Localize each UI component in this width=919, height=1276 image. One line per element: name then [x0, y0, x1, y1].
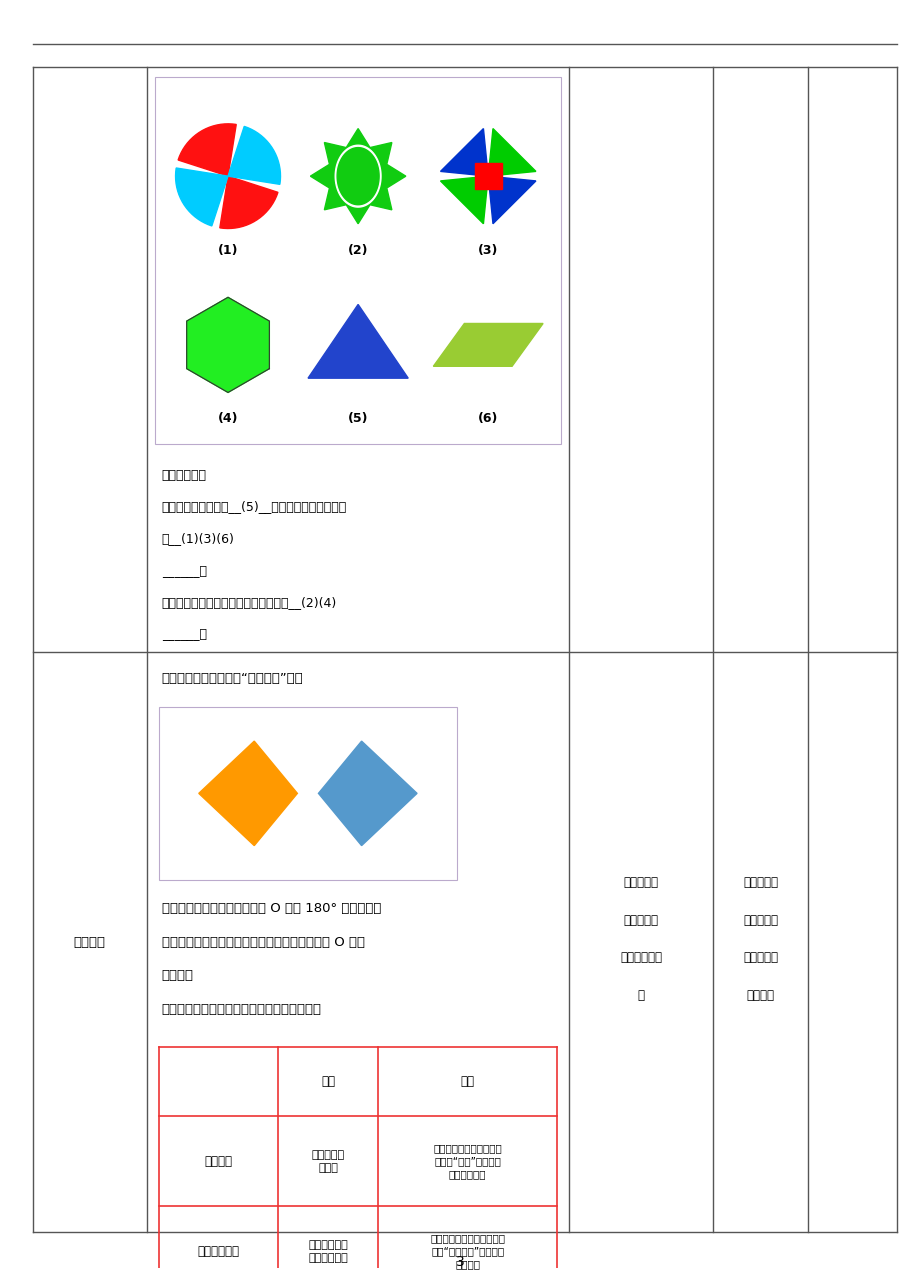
Text: 在平面内，如果一个图形绕点 O 旋转 180° 后，能够和: 在平面内，如果一个图形绕点 O 旋转 180° 后，能够和 — [162, 902, 380, 915]
Text: 另一个图形互相重合，那么称这两个图形关于点 O 成中: 另一个图形互相重合，那么称这两个图形关于点 O 成中 — [162, 935, 365, 948]
Polygon shape — [310, 129, 405, 223]
Text: 心对称。: 心对称。 — [162, 970, 194, 983]
Text: 区别: 区别 — [321, 1074, 335, 1088]
Bar — [159, 707, 457, 880]
Text: ______。: ______。 — [162, 628, 207, 641]
Text: (1): (1) — [218, 244, 238, 256]
Text: (4): (4) — [218, 412, 238, 425]
Text: 新知，得出结: 新知，得出结 — [619, 952, 662, 965]
Text: 一步步探究: 一步步探究 — [623, 914, 658, 926]
Text: 与老师一起: 与老师一起 — [623, 877, 658, 889]
Polygon shape — [308, 305, 408, 378]
Polygon shape — [433, 324, 542, 366]
Text: 指两个图形
的关系: 指两个图形 的关系 — [312, 1150, 345, 1173]
Polygon shape — [178, 124, 236, 176]
Text: 论: 论 — [637, 989, 644, 1002]
Text: 中心对称: 中心对称 — [204, 1155, 233, 1168]
Text: 中心对称与中心对称图形有什么区别和联系？: 中心对称与中心对称图形有什么区别和联系？ — [162, 1003, 322, 1016]
Polygon shape — [199, 741, 297, 846]
Polygon shape — [440, 176, 488, 223]
Text: 把中心对称图形的两个部分
看成“两个图形”，他们成
中心对称: 把中心对称图形的两个部分 看成“两个图形”，他们成 中心对称 — [430, 1233, 505, 1270]
Text: 既是中心对称图形又是轴对称图形的是__(2)(4): 既是中心对称图形又是轴对称图形的是__(2)(4) — [162, 596, 336, 609]
Text: 把中心对称的两个图形看
成一个“整体”，则成为
中心对称图形: 把中心对称的两个图形看 成一个“整体”，则成为 中心对称图形 — [433, 1143, 502, 1179]
Text: 中心对称图形: 中心对称图形 — [198, 1245, 239, 1258]
Polygon shape — [187, 297, 269, 393]
Text: 联系: 联系 — [460, 1074, 474, 1088]
Polygon shape — [474, 163, 501, 190]
Text: (3): (3) — [478, 244, 498, 256]
Text: 只是轴对称图形的是__(5)__，只是中心对称图形的: 只是轴对称图形的是__(5)__，只是中心对称图形的 — [162, 500, 346, 513]
Text: 上述图形中：: 上述图形中： — [162, 468, 207, 482]
Polygon shape — [228, 126, 280, 184]
Text: 指具有某种特
性的一个图形: 指具有某种特 性的一个图形 — [308, 1240, 347, 1263]
Text: 培养学生的: 培养学生的 — [743, 914, 777, 926]
Text: (5): (5) — [347, 412, 368, 425]
Text: 合作探究，: 合作探究， — [743, 877, 777, 889]
Text: 3: 3 — [455, 1254, 464, 1268]
Text: 合作探究: 合作探究 — [74, 935, 106, 948]
Bar — [154, 77, 561, 444]
Text: 自学能力，: 自学能力， — [743, 952, 777, 965]
Polygon shape — [335, 145, 380, 207]
Polygon shape — [176, 168, 228, 226]
Polygon shape — [336, 148, 379, 204]
Text: (6): (6) — [478, 412, 498, 425]
Polygon shape — [440, 129, 488, 176]
Text: 两个图形之间可以构成“中心对称”吗？: 两个图形之间可以构成“中心对称”吗？ — [162, 672, 303, 685]
Polygon shape — [220, 176, 278, 228]
Polygon shape — [488, 129, 536, 176]
Text: 是__(1)(3)(6): 是__(1)(3)(6) — [162, 532, 234, 545]
Text: 合作能力: 合作能力 — [746, 989, 774, 1002]
Text: (2): (2) — [347, 244, 368, 256]
Text: ______，: ______， — [162, 564, 207, 577]
Polygon shape — [318, 741, 416, 846]
Polygon shape — [488, 176, 536, 223]
